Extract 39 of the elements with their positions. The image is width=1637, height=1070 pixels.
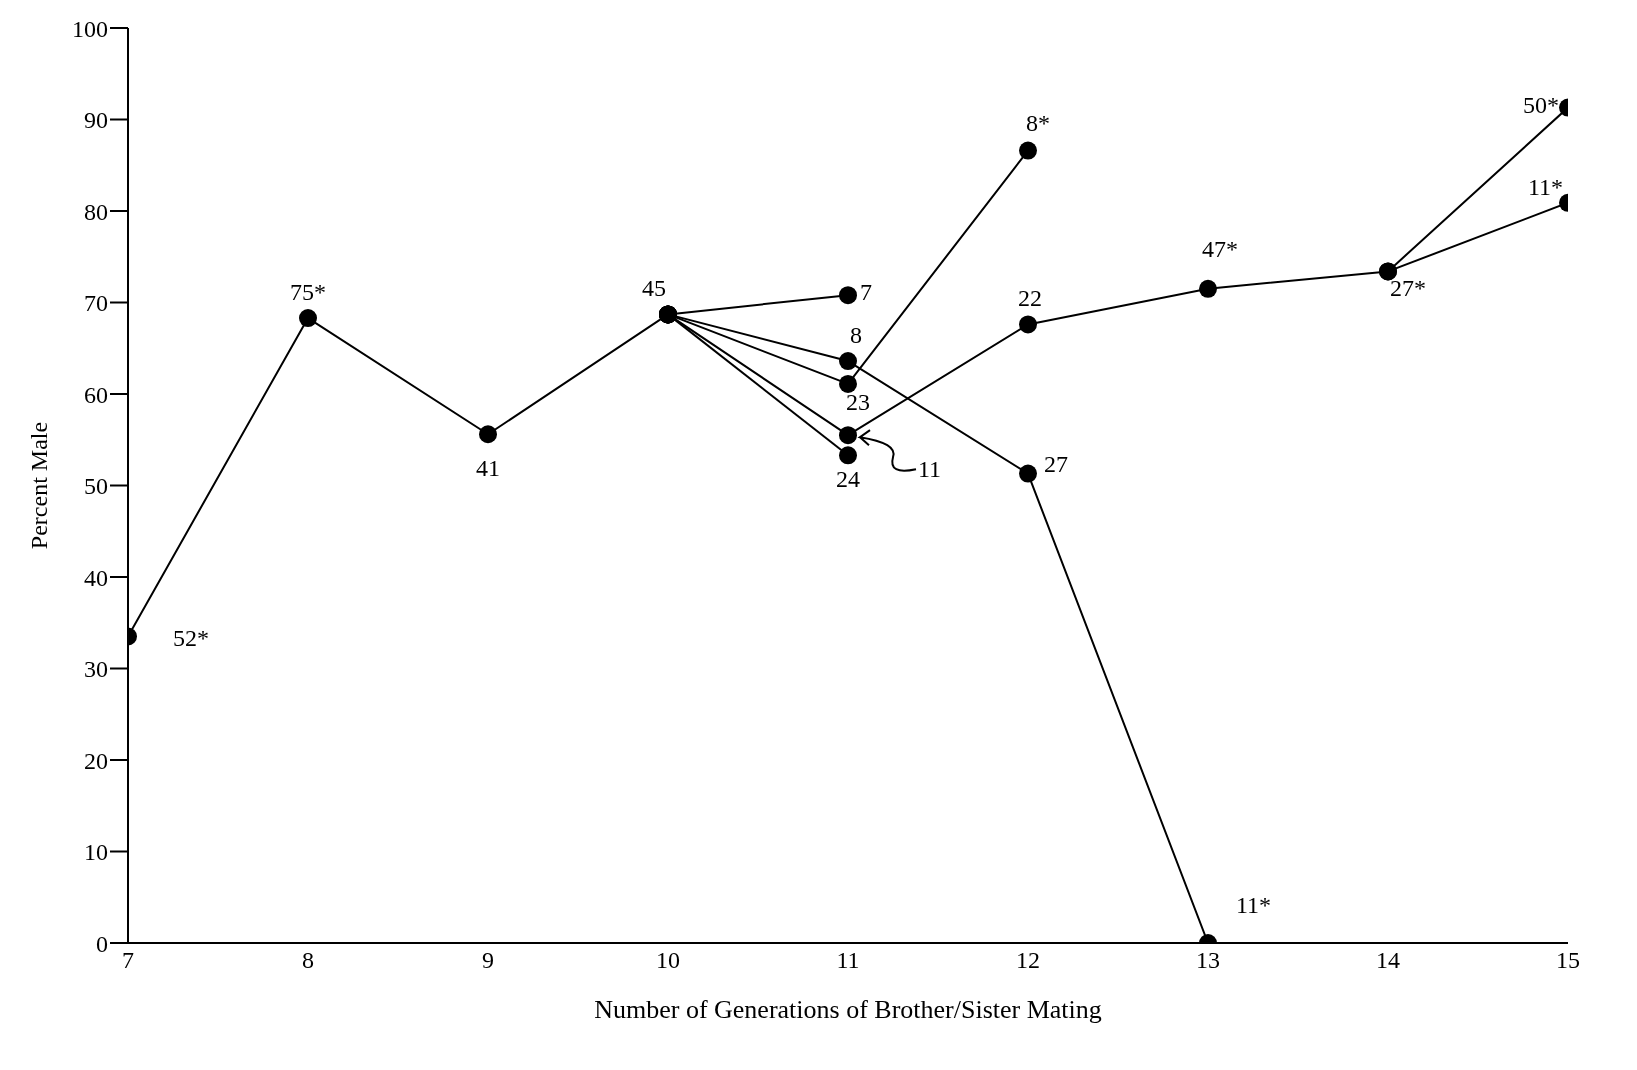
- y-tick-label: 50: [84, 473, 108, 500]
- x-tick-label: 10: [656, 947, 680, 974]
- x-tick-label: 8: [302, 947, 314, 974]
- y-tick-label: 80: [84, 198, 108, 225]
- annotation: 52*: [173, 625, 209, 652]
- annotation: 45: [642, 275, 666, 302]
- annotation: 11*: [1528, 173, 1564, 200]
- annotation: 23: [846, 388, 870, 415]
- y-tick-label: 60: [84, 381, 108, 408]
- y-tick-label: 100: [72, 15, 108, 42]
- y-tick-label: 70: [84, 290, 108, 317]
- x-tick-label: 15: [1556, 947, 1580, 974]
- y-tick-label: 20: [84, 747, 108, 774]
- y-tick-label: 10: [84, 839, 108, 866]
- x-tick-label: 7: [122, 947, 134, 974]
- x-tick-label: 12: [1016, 947, 1040, 974]
- x-axis-title: Number of Generations of Brother/Sister Mating: [594, 995, 1102, 1024]
- y-tick-label: 30: [84, 656, 108, 683]
- y-tick-label: 0: [96, 930, 108, 957]
- annotation: 8*: [1026, 109, 1050, 136]
- y-tick-label: 40: [84, 564, 108, 591]
- annotation: 7: [860, 279, 872, 306]
- annotation: 11*: [1236, 892, 1272, 918]
- annotation: 27*: [1390, 275, 1426, 302]
- x-tick-label: 14: [1376, 947, 1400, 974]
- y-tick-label: 90: [84, 107, 108, 134]
- annotation: 47*: [1202, 235, 1238, 262]
- x-tick-label: 9: [482, 947, 494, 974]
- annotation: 11: [918, 456, 942, 483]
- y-axis-title: Percent Male: [25, 421, 52, 550]
- annotation: 24: [836, 466, 860, 493]
- x-tick-label: 13: [1196, 947, 1220, 974]
- annotation: 75*: [290, 279, 326, 306]
- annotation: 50*: [1523, 91, 1559, 118]
- x-tick-label: 11: [836, 947, 860, 974]
- annotation: 41: [476, 455, 500, 482]
- annotation: 27: [1044, 450, 1068, 477]
- annotation: 22: [1018, 285, 1042, 312]
- annotation: 8: [850, 322, 862, 349]
